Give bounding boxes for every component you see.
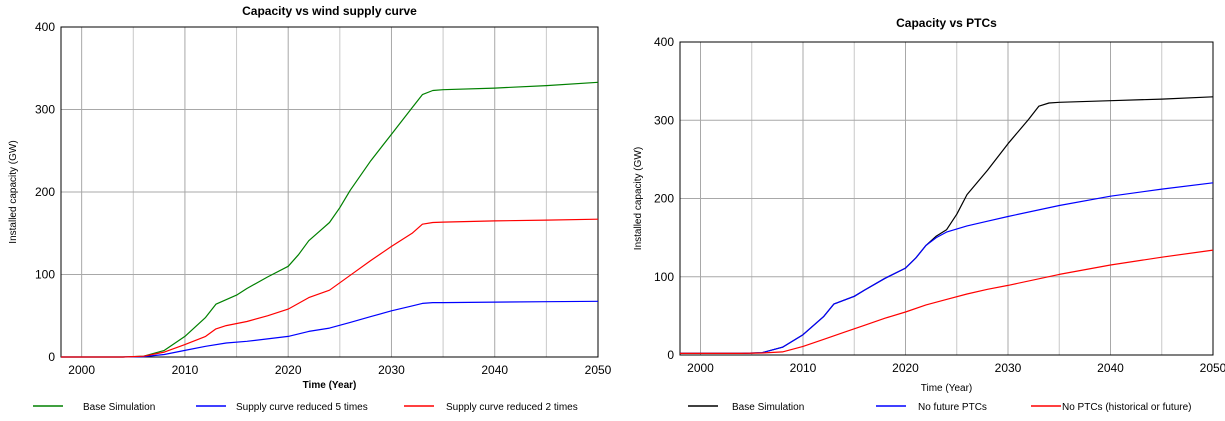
x-tick-label: 2040 — [481, 363, 508, 377]
x-tick-label: 2050 — [1200, 361, 1225, 375]
x-tick-label: 2000 — [687, 361, 714, 375]
x-tick-label: 2020 — [275, 363, 302, 377]
legend-label-1: Base Simulation — [732, 402, 804, 413]
x-tick-label: 2040 — [1097, 361, 1124, 375]
legend-label-2: Supply curve reduced 5 times — [236, 402, 368, 413]
series-line-1 — [61, 81, 599, 358]
chart-title: Capacity vs PTCs — [896, 16, 997, 30]
y-axis-label: Installed capacity (GW) — [633, 147, 644, 250]
x-tick-label: 2020 — [892, 361, 919, 375]
legend-label-3: No PTCs (historical or future) — [1062, 402, 1191, 413]
x-tick-label: 2030 — [995, 361, 1022, 375]
x-axis-label: Time (Year) — [303, 380, 357, 391]
legend-label-2: No future PTCs — [918, 402, 987, 413]
legend-label-3: Supply curve reduced 2 times — [446, 402, 578, 413]
series-line-3 — [61, 218, 599, 358]
x-axis-label: Time (Year) — [921, 383, 973, 394]
x-tick-label: 2000 — [68, 363, 95, 377]
x-tick-label: 2030 — [378, 363, 405, 377]
series-line-3 — [680, 249, 1214, 354]
y-tick-label: 300 — [35, 103, 55, 117]
legend-label-1: Base Simulation — [83, 402, 155, 413]
x-tick-label: 2050 — [585, 363, 612, 377]
chart-title: Capacity vs wind supply curve — [242, 4, 417, 18]
y-tick-label: 300 — [654, 113, 674, 127]
y-tick-label: 0 — [667, 348, 674, 362]
y-tick-label: 0 — [48, 350, 55, 364]
plot-frame — [679, 41, 1214, 356]
x-tick-label: 2010 — [172, 363, 199, 377]
y-axis-label: Installed capacity (GW) — [8, 140, 19, 243]
series-line-2 — [680, 182, 1214, 354]
y-tick-label: 400 — [35, 20, 55, 34]
plot-frame — [60, 26, 599, 358]
y-tick-label: 400 — [654, 35, 674, 49]
y-tick-label: 200 — [35, 185, 55, 199]
series-line-2 — [61, 300, 599, 358]
x-tick-label: 2010 — [790, 361, 817, 375]
y-tick-label: 100 — [654, 270, 674, 284]
y-tick-label: 200 — [654, 192, 674, 206]
y-tick-label: 100 — [35, 268, 55, 282]
series-line-1 — [680, 96, 1214, 354]
